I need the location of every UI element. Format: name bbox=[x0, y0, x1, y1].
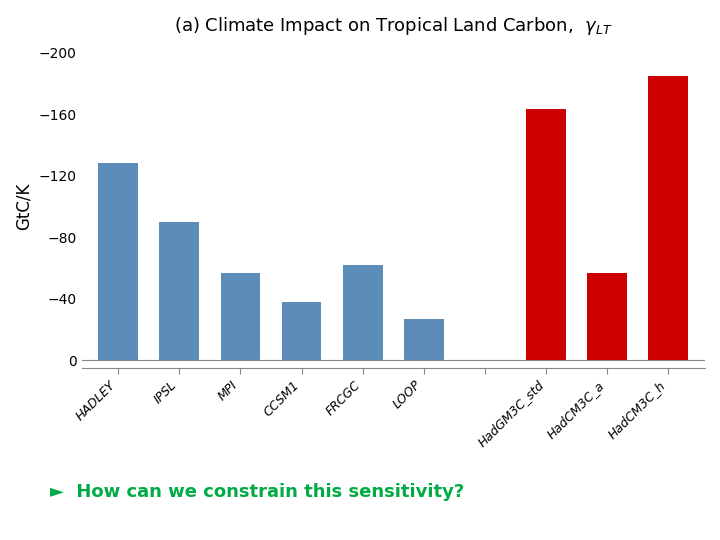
Title: (a) Climate Impact on Tropical Land Carbon,  $\gamma_{LT}$: (a) Climate Impact on Tropical Land Carb… bbox=[174, 15, 613, 37]
Bar bbox=[588, 273, 627, 360]
Text: ►  How can we constrain this sensitivity?: ► How can we constrain this sensitivity? bbox=[50, 483, 464, 501]
Bar bbox=[343, 265, 382, 360]
Bar bbox=[99, 163, 138, 360]
Y-axis label: GtC/K: GtC/K bbox=[15, 183, 33, 230]
Bar bbox=[649, 76, 688, 360]
Bar bbox=[282, 302, 321, 360]
Bar bbox=[404, 319, 444, 360]
Bar bbox=[220, 273, 261, 360]
Bar bbox=[159, 222, 199, 360]
Bar bbox=[526, 110, 566, 360]
